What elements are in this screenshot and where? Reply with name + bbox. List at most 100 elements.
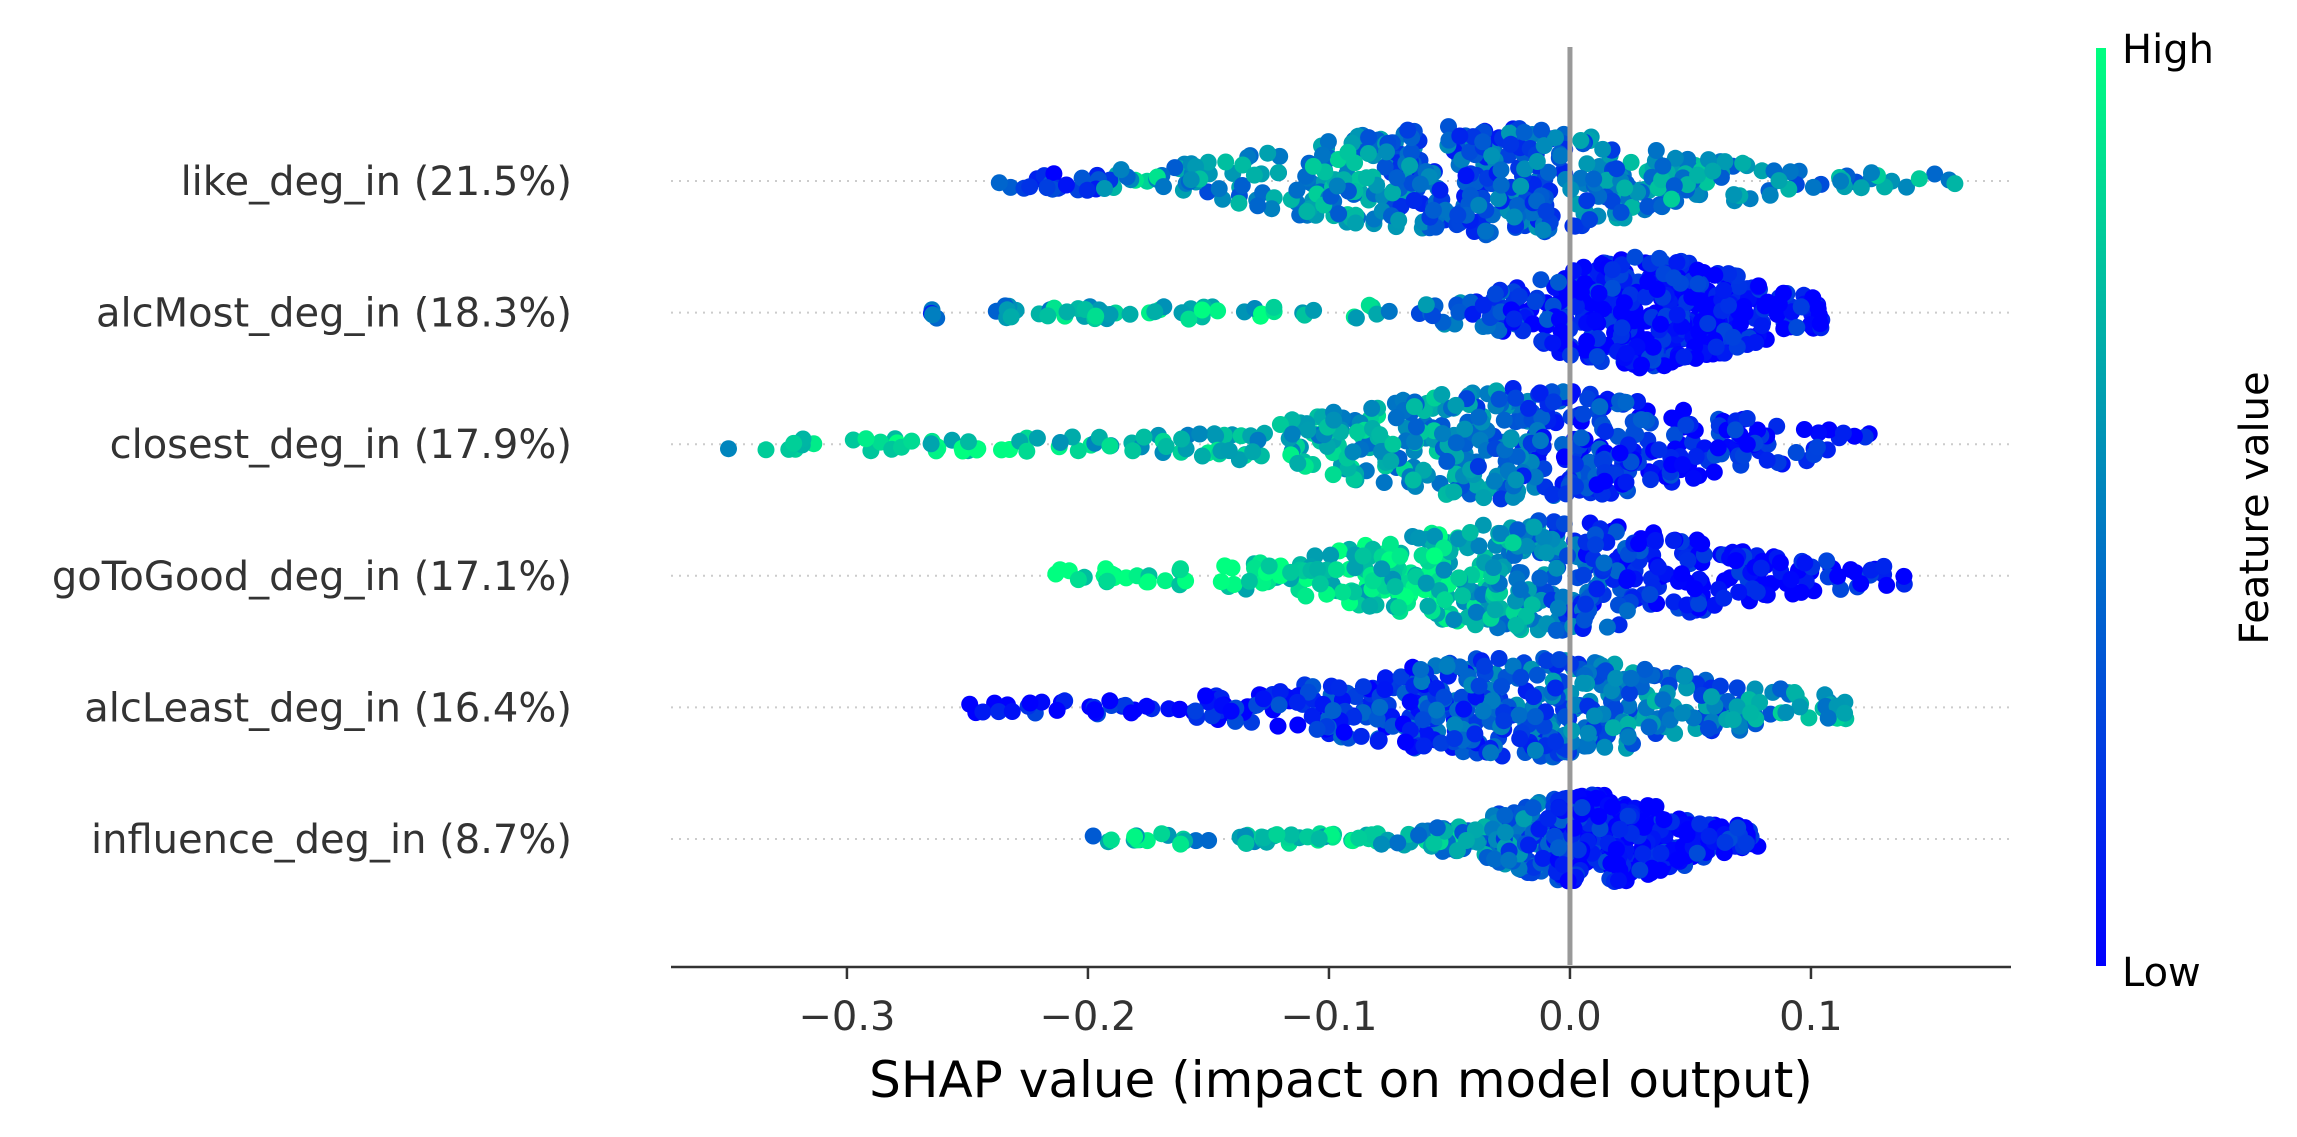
feature-points — [720, 380, 1878, 508]
scatter-point — [1324, 466, 1342, 484]
scatter-point — [757, 441, 775, 459]
scatter-point — [1191, 425, 1209, 443]
scatter-point — [1310, 830, 1328, 848]
scatter-point — [1270, 696, 1288, 714]
scatter-point — [1384, 435, 1402, 453]
scatter-point — [1445, 611, 1463, 629]
feature-points — [1084, 786, 1767, 890]
scatter-point — [1665, 593, 1683, 611]
scatter-point — [1069, 442, 1087, 460]
scatter-point — [1528, 153, 1546, 170]
scatter-point — [1461, 524, 1479, 541]
scatter-point — [1146, 303, 1164, 321]
scatter-point — [1457, 167, 1475, 185]
scatter-point — [1649, 558, 1667, 576]
scatter-point — [1688, 261, 1706, 279]
scatter-point — [1574, 674, 1592, 692]
scatter-point — [1748, 583, 1766, 601]
scatter-point — [1038, 179, 1056, 197]
scatter-point — [1629, 183, 1647, 201]
scatter-point — [1328, 177, 1346, 195]
scatter-point — [1615, 294, 1633, 312]
feature-points — [922, 248, 1831, 377]
scatter-point — [1493, 677, 1510, 695]
scatter-point — [1650, 249, 1668, 267]
scatter-point — [1434, 425, 1451, 443]
scatter-point — [1761, 186, 1779, 204]
scatter-point — [1545, 393, 1562, 411]
scatter-point — [1197, 687, 1215, 705]
feature-label: influence_deg_in (8.7%) — [91, 817, 572, 863]
scatter-point — [1223, 559, 1241, 577]
scatter-point — [1511, 730, 1529, 748]
scatter-point — [1622, 153, 1640, 171]
scatter-point — [1406, 433, 1423, 451]
scatter-point — [1673, 565, 1691, 583]
scatter-point — [1587, 536, 1604, 554]
scatter-point — [1486, 285, 1504, 303]
scatter-point — [1384, 184, 1402, 202]
scatter-point — [1678, 826, 1696, 843]
scatter-point — [1245, 166, 1263, 184]
scatter-point — [1590, 284, 1608, 302]
scatter-point — [1359, 145, 1377, 162]
scatter-point — [1021, 178, 1039, 196]
scatter-point — [1461, 143, 1479, 161]
scatter-point — [1852, 179, 1870, 197]
scatter-point — [1084, 827, 1102, 845]
scatter-point — [1665, 177, 1683, 195]
scatter-point — [1222, 702, 1240, 720]
x-tick-label: −0.1 — [1280, 994, 1377, 1040]
scatter-point — [1451, 127, 1469, 145]
scatter-point — [1603, 279, 1621, 297]
scatter-point — [1646, 799, 1664, 817]
scatter-point — [1505, 208, 1523, 226]
scatter-point — [1346, 559, 1364, 577]
scatter-point — [1730, 583, 1748, 601]
scatter-points — [720, 118, 1964, 890]
scatter-point — [1946, 175, 1964, 193]
scatter-point — [1611, 444, 1629, 462]
scatter-point — [1138, 697, 1156, 715]
scatter-point — [1454, 587, 1471, 605]
scatter-point — [1021, 694, 1039, 712]
scatter-point — [1269, 717, 1287, 735]
scatter-point — [1101, 306, 1119, 323]
scatter-point — [1508, 447, 1526, 465]
scatter-point — [1668, 851, 1686, 869]
scatter-point — [1538, 652, 1556, 669]
scatter-point — [1630, 535, 1648, 553]
scatter-point — [1526, 708, 1544, 726]
scatter-point — [1378, 143, 1395, 161]
scatter-point — [1512, 668, 1530, 686]
scatter-point — [1348, 423, 1366, 441]
scatter-point — [1450, 303, 1468, 321]
scatter-point — [1347, 309, 1365, 327]
scatter-point — [1500, 851, 1518, 869]
scatter-point — [1644, 338, 1662, 356]
scatter-point — [1729, 819, 1747, 837]
x-tick-label: −0.3 — [798, 994, 895, 1040]
scatter-point — [1069, 571, 1087, 589]
scatter-point — [1775, 320, 1793, 338]
scatter-point — [1725, 186, 1743, 204]
feature-points — [990, 118, 1964, 244]
scatter-point — [974, 703, 992, 721]
scatter-point — [1595, 554, 1613, 572]
scatter-point — [1579, 724, 1597, 742]
scatter-point — [1445, 483, 1463, 501]
scatter-point — [1220, 442, 1238, 460]
scatter-point — [1654, 157, 1672, 175]
scatter-point — [961, 695, 979, 713]
scatter-point — [1613, 319, 1631, 337]
scatter-point — [1655, 811, 1673, 829]
scatter-point — [1771, 554, 1789, 572]
scatter-point — [1371, 698, 1389, 716]
feature-label: alcMost_deg_in (18.3%) — [96, 291, 572, 337]
colorbar-title: Feature value — [2232, 371, 2278, 644]
x-tick-label: 0.1 — [1779, 994, 1843, 1040]
scatter-point — [1507, 389, 1525, 407]
scatter-point — [1405, 398, 1423, 416]
scatter-point — [1646, 532, 1664, 549]
